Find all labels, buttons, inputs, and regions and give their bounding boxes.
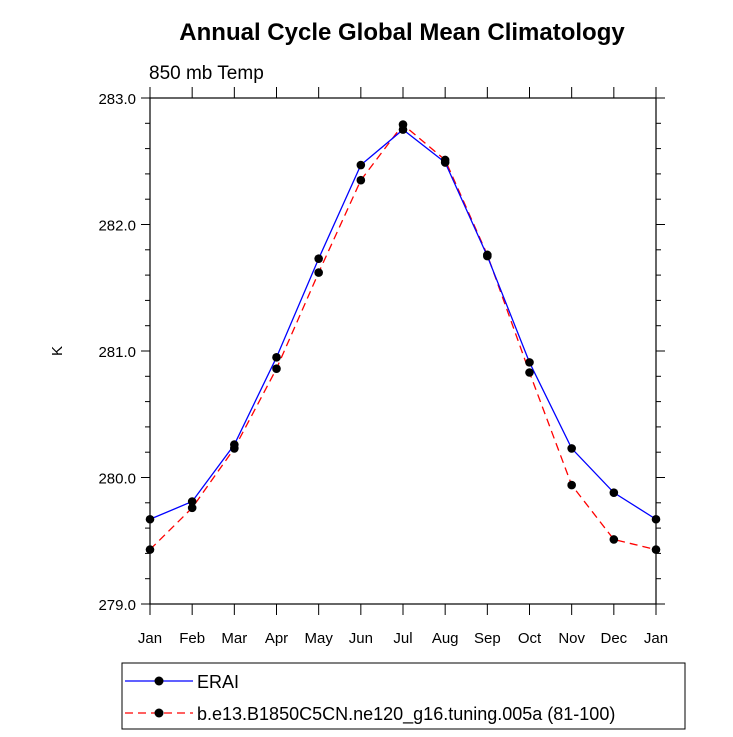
chart-title: Annual Cycle Global Mean Climatology — [179, 19, 625, 46]
series-0-point — [567, 444, 576, 453]
series-1-point — [483, 250, 492, 260]
series-1-point — [314, 268, 323, 277]
y-axis-label: K — [49, 346, 66, 356]
legend-label-erai: ERAI — [197, 672, 239, 692]
series-1-point — [230, 444, 239, 453]
axis-ticks — [141, 87, 665, 615]
x-tick-labels: Jan Feb Mar Apr May Jun Jul Aug Sep Oct Nov Dec Jan — [138, 630, 668, 647]
series-1-point — [272, 364, 281, 374]
x-tick-label: Jan — [138, 630, 162, 647]
legend-label-model: b.e13.B1850C5CN.ne120_g16.tuning.005a (8… — [197, 704, 615, 725]
x-tick-label: May — [304, 630, 333, 647]
series-0-point — [314, 254, 323, 263]
y-tick-label: 282.0 — [98, 218, 136, 235]
y-tick-label: 279.0 — [98, 597, 136, 614]
x-tick-label: Nov — [558, 630, 585, 647]
x-tick-label: Jul — [393, 630, 412, 647]
y-tick-label: 281.0 — [98, 344, 136, 361]
series-1-point — [609, 535, 619, 544]
series-1-point — [567, 480, 576, 490]
legend-box — [121, 662, 686, 730]
series-1-point — [525, 368, 534, 377]
y-tick-labels: 279.0 280.0 281.0 282.0 283.0 — [98, 91, 136, 614]
legend-marker-model — [154, 708, 164, 718]
series-1-point — [356, 175, 366, 185]
x-tick-label: Dec — [600, 630, 627, 647]
x-tick-label: Oct — [518, 630, 542, 647]
series-line-1 — [149, 123, 657, 551]
x-tick-label: Aug — [432, 630, 459, 647]
legend: ERAI b.e13.B1850C5CN.ne120_g16.tuning.00… — [121, 662, 686, 730]
x-tick-label: Sep — [474, 630, 501, 647]
series-1-point — [398, 120, 408, 129]
series-0-point — [356, 160, 366, 170]
series-0-point — [609, 488, 619, 497]
x-tick-label: Jan — [644, 630, 668, 647]
legend-marker-erai — [154, 676, 164, 686]
series-0-point — [525, 358, 534, 367]
x-tick-label: Mar — [221, 630, 247, 647]
x-tick-label: Apr — [265, 630, 288, 647]
series-1-point — [187, 503, 197, 513]
series-layer — [145, 120, 661, 554]
plot-frame — [149, 97, 657, 605]
series-1-point — [440, 155, 450, 165]
y-tick-label: 280.0 — [98, 471, 136, 488]
series-0-point — [187, 497, 197, 506]
y-tick-label: 283.0 — [98, 91, 136, 108]
x-tick-label: Feb — [179, 630, 205, 647]
chart-subtitle: 850 mb Temp — [149, 63, 264, 84]
series-0-point — [272, 353, 281, 362]
x-tick-label: Jun — [349, 630, 373, 647]
